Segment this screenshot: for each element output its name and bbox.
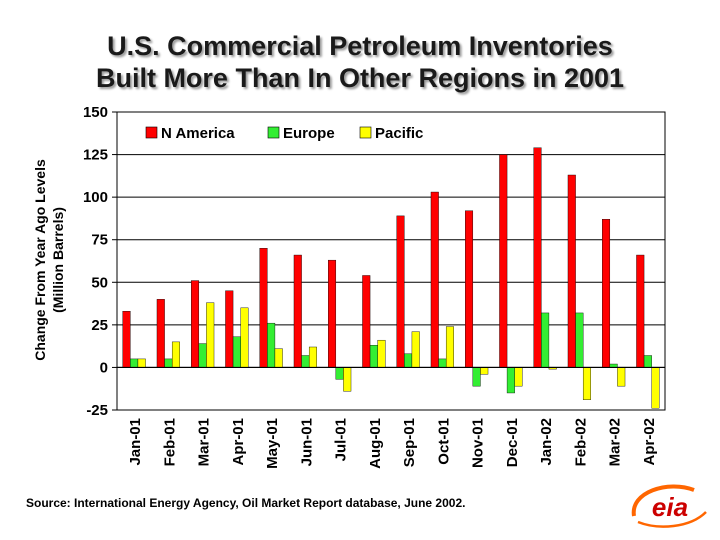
x-tick-labels: Jan-01 Feb-01 Mar-01 Apr-01 May-01 Jun-01 Jul-… bbox=[127, 418, 658, 469]
y-tick-label: 75 bbox=[91, 232, 108, 249]
bar-n-america bbox=[328, 259, 337, 368]
bar-pacific bbox=[308, 346, 317, 368]
bar-europe bbox=[438, 358, 447, 368]
x-tick-label: Apr-01 bbox=[230, 418, 247, 466]
x-tick-label: Nov-01 bbox=[470, 418, 487, 468]
legend-label: N America bbox=[161, 125, 235, 142]
bar-n-america bbox=[122, 311, 131, 368]
bar-n-america bbox=[191, 280, 200, 368]
y-tick-label: 125 bbox=[83, 147, 108, 164]
axes bbox=[112, 111, 666, 411]
bar-n-america bbox=[225, 290, 234, 368]
bar-europe bbox=[335, 367, 344, 380]
bar-n-america bbox=[602, 219, 611, 368]
y-tick-label: 0 bbox=[100, 359, 108, 376]
eia-logo: eia bbox=[631, 484, 707, 528]
bar-europe bbox=[404, 353, 413, 368]
bar-n-america bbox=[636, 254, 645, 368]
bar-pacific bbox=[206, 302, 215, 368]
source-note: Source: International Energy Agency, Oil… bbox=[26, 496, 466, 510]
bar-pacific bbox=[274, 348, 283, 368]
bar-pacific bbox=[480, 367, 489, 375]
y-tick-label: 100 bbox=[83, 189, 108, 206]
x-tick-label: Jul-01 bbox=[333, 418, 350, 461]
bars bbox=[122, 147, 660, 409]
bar-pacific bbox=[651, 367, 660, 409]
y-axis-label-line-1: Change From Year Ago Levels bbox=[32, 159, 48, 361]
bar-europe bbox=[541, 312, 550, 368]
bar-pacific bbox=[617, 367, 626, 387]
bar-pacific bbox=[582, 367, 591, 400]
x-tick-label: Oct-01 bbox=[435, 418, 452, 465]
bar-pacific bbox=[343, 367, 352, 392]
y-tick-label: 25 bbox=[91, 317, 108, 334]
bar-europe bbox=[369, 345, 378, 368]
y-axis-label: Change From Year Ago Levels (Million Bar… bbox=[28, 110, 72, 410]
legend-label: Pacific bbox=[375, 125, 423, 142]
x-tick-label: Feb-02 bbox=[572, 418, 589, 466]
bar-europe bbox=[472, 367, 481, 387]
bar-pacific bbox=[171, 341, 180, 368]
legend-label: Europe bbox=[283, 125, 335, 142]
bar-pacific bbox=[240, 307, 249, 368]
chart-title-line-1: U.S. Commercial Petroleum Inventories bbox=[107, 31, 613, 61]
bar-europe bbox=[232, 336, 241, 368]
bar-n-america bbox=[567, 174, 576, 368]
y-tick-label: 50 bbox=[91, 274, 108, 291]
x-tick-label: Jun-01 bbox=[298, 418, 315, 466]
bar-n-america bbox=[259, 248, 268, 368]
bar-europe bbox=[198, 343, 207, 368]
bar-europe bbox=[267, 322, 276, 368]
chart-title-line-2: Built More Than In Other Regions in 2001 bbox=[95, 63, 625, 93]
x-tick-label: Mar-01 bbox=[196, 418, 213, 466]
legend-swatch bbox=[145, 126, 158, 139]
plot-area-frame bbox=[116, 111, 666, 411]
x-tick-label: Feb-01 bbox=[161, 418, 178, 466]
legend-swatch bbox=[267, 126, 280, 139]
x-tick-label: Jan-01 bbox=[127, 418, 144, 466]
bar-chart: 150 125 100 75 50 25 0 -25 Jan-01 Feb-01 Mar-01 Ap… bbox=[83, 104, 666, 469]
x-tick-label: Mar-02 bbox=[607, 418, 624, 466]
logo-text: eia bbox=[652, 492, 688, 522]
bar-pacific bbox=[514, 367, 523, 387]
bar-pacific bbox=[445, 326, 454, 368]
logo-swoosh-icon bbox=[631, 484, 695, 517]
y-tick-label: 150 bbox=[83, 104, 108, 121]
bar-pacific bbox=[411, 331, 420, 368]
bar-n-america bbox=[293, 254, 302, 368]
bar-n-america bbox=[430, 191, 439, 368]
x-tick-label: Aug-01 bbox=[367, 418, 384, 469]
logo-swoosh-lower-icon bbox=[637, 511, 707, 528]
bar-europe bbox=[301, 355, 310, 368]
x-tick-label: Sep-01 bbox=[401, 418, 418, 467]
bar-europe bbox=[164, 358, 173, 368]
y-tick-labels: 150 125 100 75 50 25 0 -25 bbox=[83, 104, 108, 419]
bar-n-america bbox=[499, 154, 508, 368]
x-tick-label: Dec-01 bbox=[504, 418, 521, 467]
y-tick-label: -25 bbox=[86, 402, 108, 419]
bar-europe bbox=[643, 355, 652, 368]
y-axis-label-line-2: (Million Barrels) bbox=[50, 207, 66, 313]
bar-n-america bbox=[156, 299, 165, 368]
bar-europe bbox=[130, 358, 139, 368]
x-tick-label: Jan-02 bbox=[538, 418, 555, 466]
chart-title: U.S. Commercial Petroleum Inventories Bu… bbox=[0, 30, 720, 94]
bar-pacific bbox=[137, 358, 146, 368]
bar-europe bbox=[575, 312, 584, 368]
x-tick-label: May-01 bbox=[264, 418, 281, 469]
bar-n-america bbox=[396, 215, 405, 368]
bar-n-america bbox=[362, 275, 371, 368]
bar-pacific bbox=[377, 339, 386, 368]
x-tick-label: Apr-02 bbox=[641, 418, 658, 466]
bar-n-america bbox=[465, 210, 474, 368]
bar-europe bbox=[506, 367, 515, 394]
legend: N America Europe Pacific bbox=[145, 125, 423, 142]
legend-swatch bbox=[359, 126, 372, 139]
bar-n-america bbox=[533, 147, 542, 368]
